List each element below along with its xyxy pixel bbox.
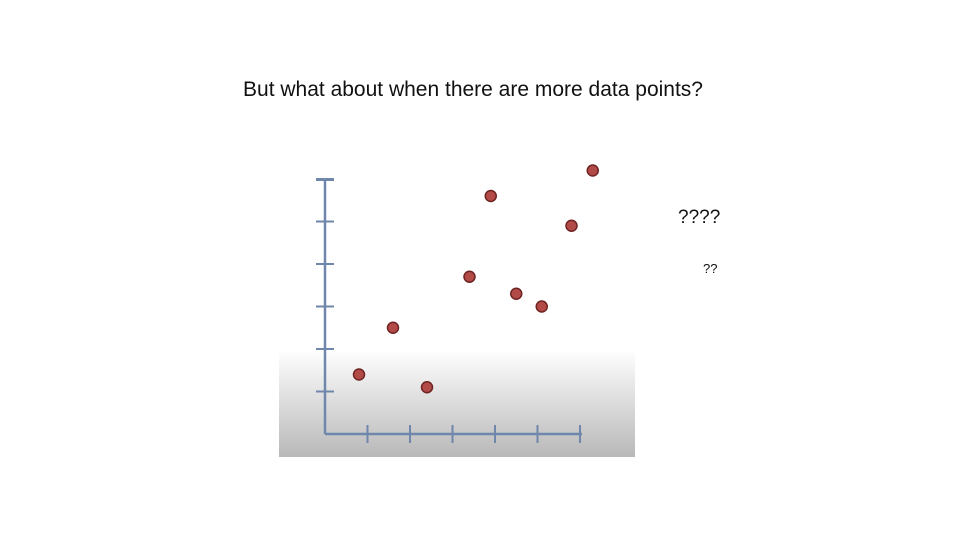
- data-point-9: [586, 164, 599, 177]
- chart-axes: [316, 178, 582, 443]
- data-point-8: [565, 219, 578, 232]
- chart-points: [352, 164, 599, 394]
- data-point-6: [510, 287, 523, 300]
- question-marks-small: ??: [703, 261, 718, 276]
- data-point-1: [352, 368, 366, 381]
- data-point-7: [535, 300, 548, 313]
- chart-background-panel: [279, 350, 635, 457]
- data-point-5: [484, 189, 497, 203]
- question-marks-large: ????: [678, 207, 721, 228]
- data-point-3: [420, 381, 434, 394]
- slide-title: But what about when there are more data …: [243, 78, 703, 101]
- data-point-4: [463, 270, 476, 283]
- data-point-2: [386, 321, 400, 334]
